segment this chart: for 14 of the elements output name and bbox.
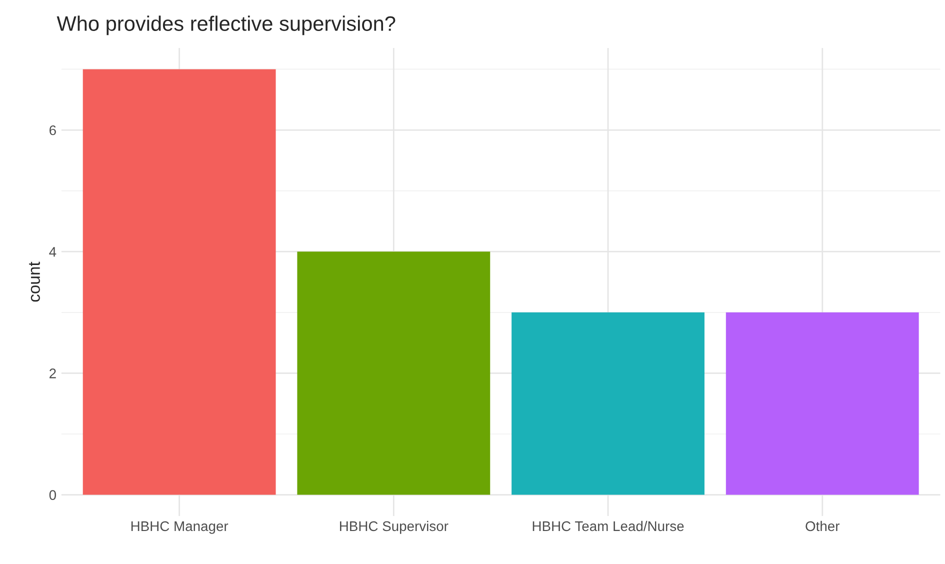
bar xyxy=(297,252,490,495)
bar xyxy=(82,69,276,495)
x-tick-label: HBHC Manager xyxy=(131,521,228,534)
y-tick-label: 0 xyxy=(49,490,56,500)
x-tick-label: Other xyxy=(806,520,840,532)
y-tick-label: 2 xyxy=(50,368,56,378)
y-axis-title: count xyxy=(29,262,40,302)
bar xyxy=(512,312,704,495)
chart-title: Who provides reflective supervision? xyxy=(56,16,396,36)
x-tick-label: HBHC Supervisor xyxy=(340,520,448,534)
bar xyxy=(726,312,919,495)
y-tick-label: 4 xyxy=(49,247,56,257)
x-tick-label: HBHC Team Lead/Nurse xyxy=(532,520,684,532)
y-tick-label: 6 xyxy=(50,125,56,136)
